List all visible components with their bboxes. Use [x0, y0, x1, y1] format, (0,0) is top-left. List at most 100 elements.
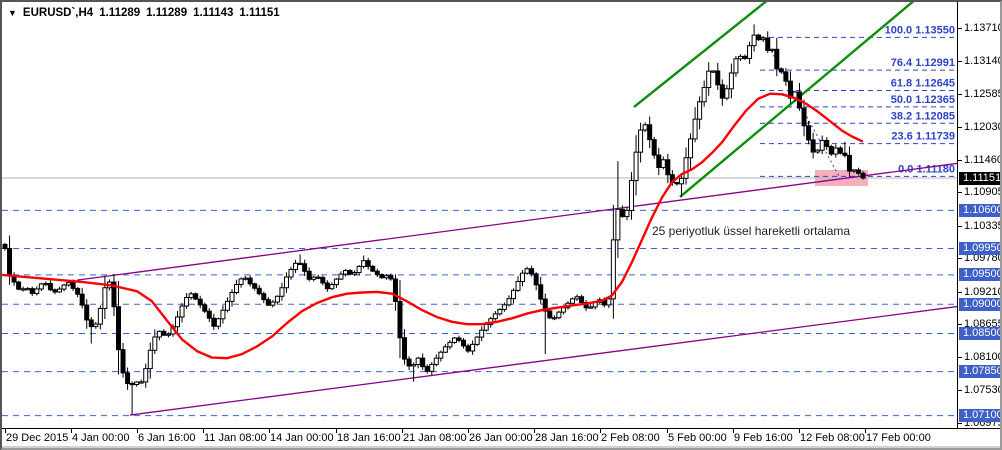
- fib-level-label: 100.0 1.13550: [885, 24, 955, 36]
- fib-level-label: 38.2 1.12085: [891, 110, 955, 122]
- candle: [147, 349, 153, 370]
- candle: [674, 182, 680, 185]
- price-tick-mark: [958, 292, 962, 293]
- channel-line: [129, 305, 957, 416]
- candle: [47, 282, 53, 291]
- candle: [719, 84, 725, 99]
- candle: [737, 55, 743, 60]
- candle: [424, 366, 430, 372]
- channel-line: [76, 162, 957, 281]
- price-tick-mark: [958, 94, 962, 95]
- candle: [765, 37, 771, 51]
- quote-open-value: 1.11289: [99, 7, 141, 19]
- candle: [374, 270, 380, 276]
- support-level-badge: 1.09500: [959, 268, 1000, 281]
- candle: [742, 55, 748, 59]
- candle: [102, 287, 108, 309]
- purple-long-ascending-channel: [76, 162, 957, 416]
- candle: [175, 316, 181, 328]
- time-tick-mark: [799, 429, 800, 433]
- candle: [506, 298, 512, 306]
- candle: [529, 268, 535, 275]
- candle: [283, 276, 289, 289]
- candle: [783, 71, 789, 82]
- time-tick-mark: [269, 429, 270, 433]
- candle: [197, 298, 203, 306]
- candle: [165, 333, 171, 336]
- price-tick-label: 1.09780: [964, 252, 1002, 264]
- candle: [501, 304, 507, 310]
- candle: [297, 262, 303, 266]
- fibonacci-levels-layer: 100.0 1.13550 76.4 1.12991 61.8 1.12645 50.…: [760, 24, 955, 177]
- candle: [824, 139, 830, 148]
- candle: [397, 300, 403, 339]
- candle: [343, 270, 348, 275]
- fib-level-label: 76.4 1.12991: [891, 57, 955, 69]
- time-axis-label: 29 Dec 2015: [6, 432, 69, 444]
- candle: [324, 282, 330, 290]
- candle: [288, 268, 294, 278]
- candle: [856, 169, 862, 174]
- candle: [547, 310, 553, 319]
- candle: [633, 151, 639, 182]
- candle: [660, 159, 666, 169]
- candle: [143, 368, 149, 383]
- support-level-badge: 1.10600: [959, 204, 1000, 217]
- time-axis-label: 5 Feb 00:00: [668, 432, 727, 444]
- candle: [179, 305, 185, 318]
- candle: [747, 45, 753, 59]
- channel-line: [633, 2, 768, 108]
- candle: [851, 169, 857, 172]
- price-tick-mark: [958, 192, 962, 193]
- candle: [760, 37, 766, 41]
- candle: [438, 351, 444, 359]
- candle: [79, 293, 85, 306]
- candle: [302, 263, 308, 272]
- candle: [787, 80, 793, 99]
- candle: [97, 307, 103, 325]
- candle: [120, 349, 126, 374]
- candle: [833, 147, 839, 155]
- candle: [29, 288, 35, 294]
- candle: [161, 330, 167, 336]
- candle: [138, 381, 144, 384]
- candle: [383, 275, 389, 279]
- candle: [483, 323, 489, 331]
- candle: [560, 307, 566, 313]
- price-axis[interactable]: 1.13710 1.13140 1.12585 1.12030 1.11460 1.109…: [957, 2, 1002, 429]
- candle: [415, 357, 421, 366]
- candle: [311, 276, 317, 280]
- candle: [84, 304, 90, 321]
- time-tick-mark: [468, 429, 469, 433]
- candle: [651, 139, 657, 156]
- candle: [392, 278, 398, 302]
- candle: [642, 124, 648, 131]
- candle: [111, 281, 117, 308]
- candle: [724, 88, 730, 99]
- candle: [842, 152, 848, 156]
- candle: [860, 172, 866, 179]
- price-tick-label: 1.07530: [964, 384, 1002, 396]
- candle: [75, 287, 81, 295]
- candle: [520, 272, 526, 282]
- one-click-trading-arrow-icon[interactable]: ▼: [8, 7, 17, 18]
- time-tick-mark: [5, 429, 6, 433]
- candle: [706, 70, 712, 88]
- candle: [315, 276, 321, 279]
- fib-level-label: 23.6 1.11739: [891, 131, 955, 143]
- candle: [778, 68, 784, 73]
- price-chart-canvas[interactable]: 100.0 1.13550 76.4 1.12991 61.8 1.12645 50.…: [2, 2, 957, 428]
- support-level-badge: 1.07100: [959, 409, 1000, 422]
- quote-close-value: 1.11151: [239, 7, 280, 19]
- candle: [442, 346, 448, 353]
- candle: [447, 341, 453, 348]
- time-axis-label: 11 Jan 08:00: [204, 432, 267, 444]
- candle: [433, 357, 439, 365]
- price-tick-label: 1.10905: [964, 186, 1002, 198]
- time-axis[interactable]: 29 Dec 2015 4 Jan 00:00 6 Jan 16:00 11 Jan …: [2, 428, 1000, 446]
- candle: [828, 146, 834, 155]
- candle: [88, 319, 94, 328]
- time-tick-mark: [600, 429, 601, 433]
- time-tick-mark: [137, 429, 138, 433]
- candle: [34, 288, 40, 294]
